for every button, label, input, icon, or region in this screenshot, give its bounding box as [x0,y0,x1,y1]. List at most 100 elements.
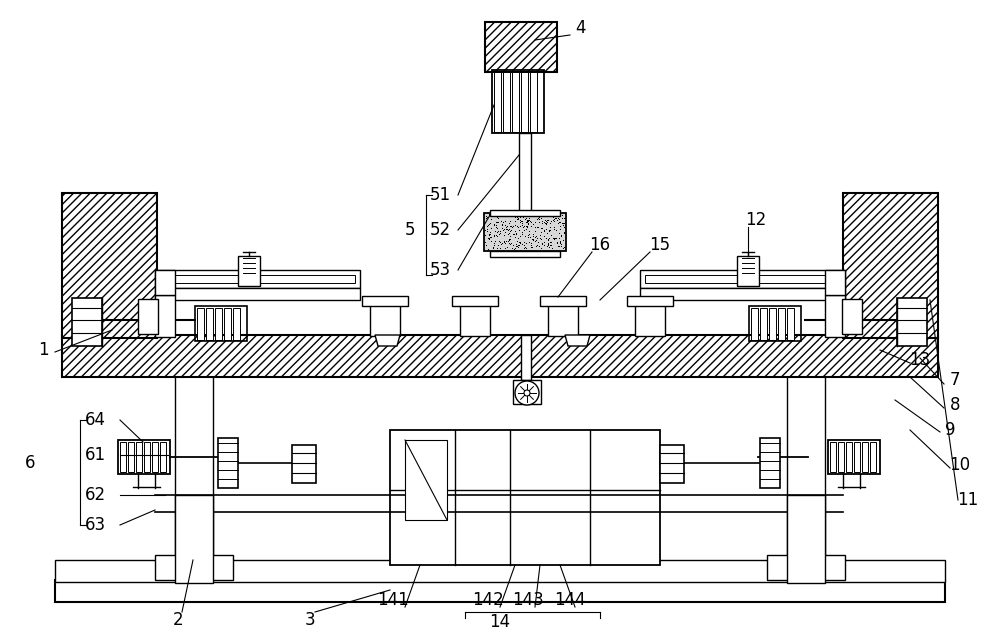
Bar [787,370,825,580]
Text: 52: 52 [429,221,451,239]
Bar [846,442,852,472]
Bar [120,442,126,472]
Bar [503,72,510,132]
Bar [144,442,150,472]
Text: 8: 8 [950,396,960,414]
Text: 14: 14 [489,613,511,631]
Bar [640,288,845,300]
Bar [484,213,566,251]
Bar [292,445,316,483]
Bar [494,72,501,132]
Bar [521,335,531,380]
Bar [128,442,134,472]
Bar [175,370,213,580]
Bar [233,308,240,340]
Bar [540,296,586,306]
Bar [460,300,490,336]
Bar [485,22,557,72]
Text: 6: 6 [25,454,35,472]
Bar [635,300,665,336]
Bar [862,442,868,472]
Bar [512,72,519,132]
Text: 4: 4 [575,19,585,37]
Bar [215,308,222,340]
Text: 5: 5 [405,221,415,239]
Bar [62,335,938,377]
Bar [136,442,142,472]
Text: 7: 7 [950,371,960,389]
Bar [843,193,938,338]
Bar [787,495,825,583]
Bar [195,306,247,341]
Text: 12: 12 [745,211,767,229]
Polygon shape [565,335,590,346]
Text: 16: 16 [589,236,611,254]
Bar [492,70,544,133]
Bar [530,72,537,132]
Bar [197,308,204,340]
Bar [155,555,233,580]
Bar [842,299,862,334]
Text: 10: 10 [949,456,971,474]
Bar [751,308,758,340]
Text: 3: 3 [305,611,315,629]
Bar [870,442,876,472]
Bar [160,442,166,472]
Bar [490,251,560,257]
Bar [72,298,102,346]
Bar [769,308,776,340]
Text: 13: 13 [909,351,931,369]
Bar [778,308,785,340]
Text: 51: 51 [429,186,451,204]
Bar [830,442,836,472]
Bar [660,445,684,483]
Bar [825,295,845,337]
Text: 1: 1 [38,341,48,359]
Bar [152,442,158,472]
Bar [370,300,400,336]
Text: 144: 144 [554,591,586,609]
Text: 142: 142 [472,591,504,609]
Bar [55,560,945,582]
Bar [521,72,528,132]
Text: 64: 64 [84,411,106,429]
Bar [640,270,845,288]
Bar [175,495,213,583]
Bar [548,300,578,336]
Bar [838,442,844,472]
Bar [737,256,759,286]
Bar [484,213,566,251]
Text: 11: 11 [957,491,979,509]
Bar [155,270,175,295]
Text: 141: 141 [377,591,409,609]
Bar [238,256,260,286]
Bar [138,299,158,334]
Bar [825,270,845,295]
Text: 61: 61 [84,446,106,464]
Text: 63: 63 [84,516,106,534]
Bar [627,296,673,306]
Bar [206,308,213,340]
Text: 9: 9 [945,421,955,439]
Bar [224,308,231,340]
Text: 143: 143 [512,591,544,609]
Text: 62: 62 [84,486,106,504]
Bar [405,440,447,520]
Bar [828,440,880,474]
Circle shape [524,390,530,396]
Bar [854,442,860,472]
Bar [452,296,498,306]
Bar [155,288,360,300]
Bar [749,306,801,341]
Bar [897,298,927,346]
Text: 53: 53 [429,261,451,279]
Bar [160,275,355,283]
Bar [55,580,945,602]
Bar [513,380,541,404]
Bar [760,438,780,488]
Bar [645,275,840,283]
Text: 2: 2 [173,611,183,629]
Bar [490,210,560,216]
Bar [787,308,794,340]
Bar [519,133,531,213]
